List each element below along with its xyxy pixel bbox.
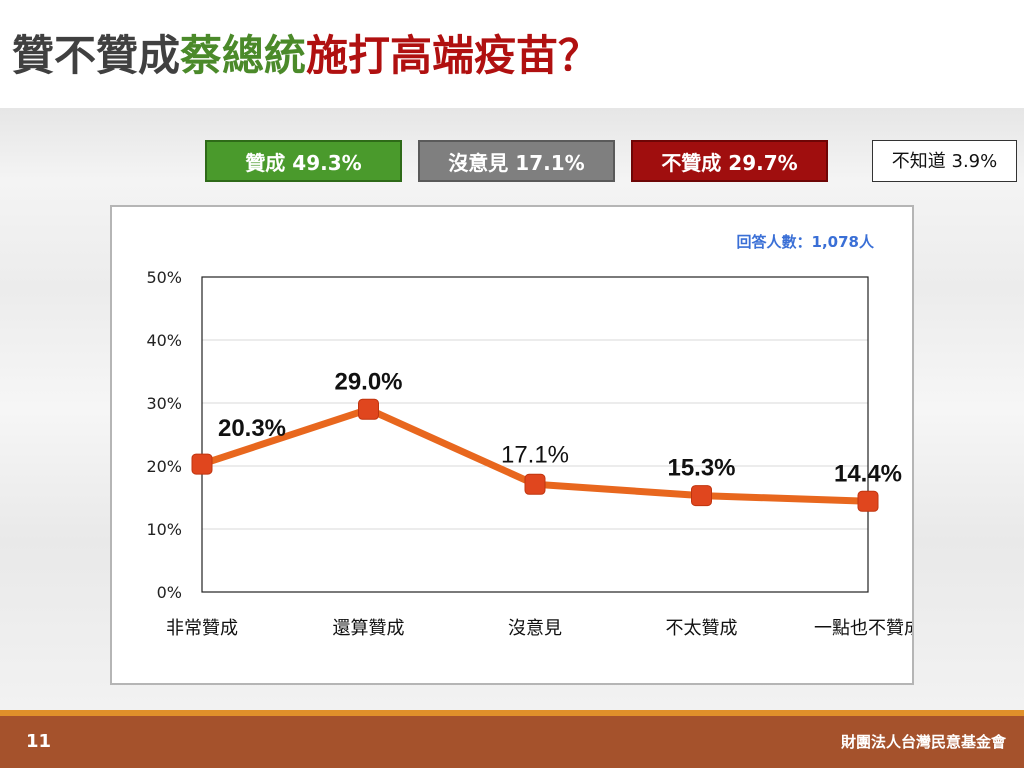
- y-tick-label: 30%: [146, 394, 182, 413]
- footer-accent-line: [0, 710, 1024, 716]
- unknown-summary-box: 不知道 3.9%: [872, 140, 1017, 182]
- data-label: 14.4%: [834, 460, 902, 487]
- y-tick-label: 50%: [146, 268, 182, 287]
- x-tick-label: 一點也不贊成: [814, 618, 912, 639]
- data-point-marker: [857, 490, 879, 512]
- page-number: 11: [26, 731, 52, 752]
- data-label: 29.0%: [334, 368, 402, 395]
- footer-bar: 11 財團法人台灣民意基金會: [0, 716, 1024, 768]
- organization-name: 財團法人台灣民意基金會: [840, 733, 1006, 751]
- line-chart: 0% 10% 20% 30% 40% 50% 非常贊成 還算贊成 沒意見 不太贊成 一點也不贊成 20…: [146, 268, 912, 639]
- data-label: 15.3%: [667, 455, 735, 482]
- agree-summary-box: 贊成 49.3%: [205, 140, 402, 182]
- y-tick-label: 20%: [146, 457, 182, 476]
- neutral-summary-box: 沒意見 17.1%: [418, 140, 615, 182]
- y-tick-label: 10%: [146, 520, 182, 539]
- title-part-3: 施打高端疫苗？: [306, 31, 601, 80]
- data-label: 20.3%: [218, 415, 286, 442]
- respondent-count: 回答人數：1,078人: [736, 233, 874, 251]
- data-point-marker: [691, 485, 712, 507]
- title-part-2: 蔡總統: [180, 31, 307, 80]
- data-point-marker: [358, 398, 379, 420]
- disagree-summary-box: 不贊成 29.7%: [631, 140, 828, 182]
- title-part-1: 贊不贊成: [12, 31, 181, 80]
- x-tick-label: 沒意見: [508, 618, 562, 639]
- x-tick-label: 不太贊成: [666, 618, 738, 639]
- y-tick-label: 0%: [157, 583, 182, 602]
- y-tick-label: 40%: [146, 331, 182, 350]
- x-tick-label: 還算贊成: [333, 618, 405, 639]
- chart-panel: 回答人數：1,078人 0% 10% 20% 30% 40% 50% 非常贊成 還算贊成 沒意見…: [110, 205, 914, 685]
- data-point-marker: [524, 473, 546, 495]
- plot-frame: [201, 276, 869, 593]
- data-label: 17.1%: [501, 441, 569, 468]
- x-tick-label: 非常贊成: [166, 618, 238, 639]
- page-title: 贊不贊成蔡總統施打高端疫苗？: [12, 26, 600, 86]
- data-point-marker: [191, 453, 213, 475]
